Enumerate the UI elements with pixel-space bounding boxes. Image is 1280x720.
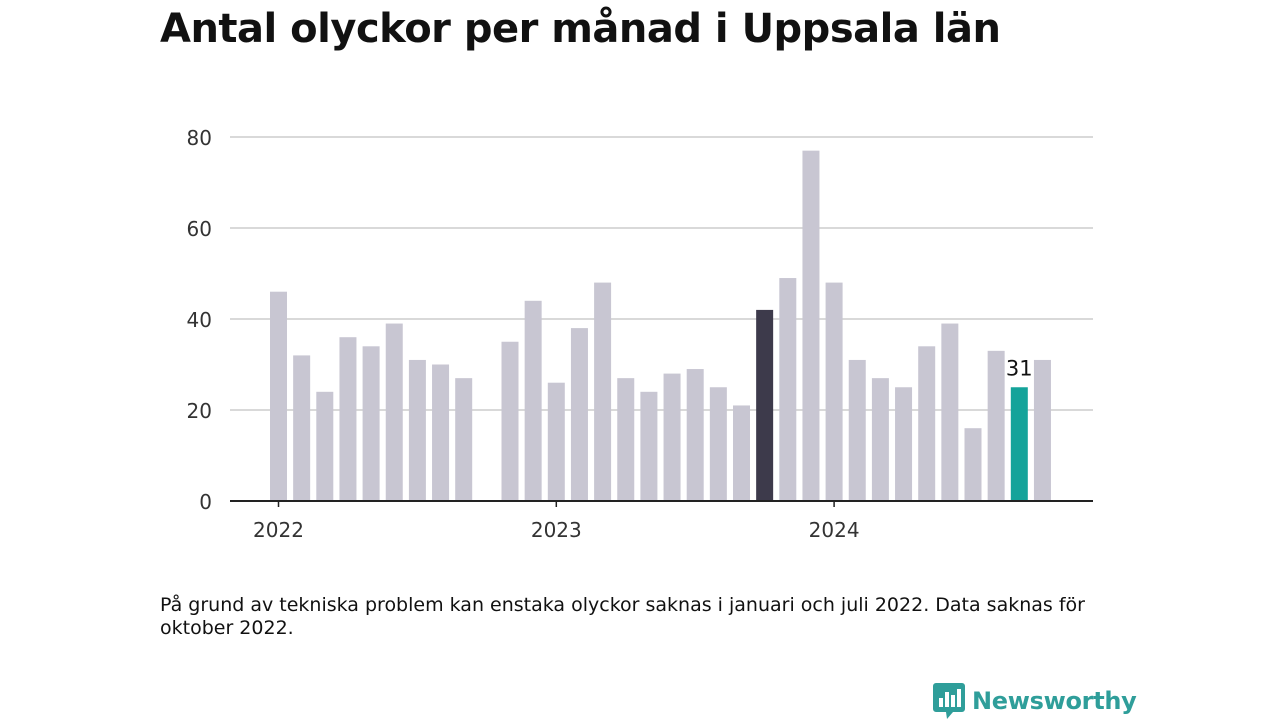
bar bbox=[339, 337, 357, 501]
bar bbox=[1010, 387, 1028, 501]
bar bbox=[709, 387, 727, 501]
footnote: På grund av tekniska problem kan enstaka… bbox=[160, 594, 1085, 639]
bar bbox=[316, 391, 334, 501]
bar bbox=[733, 405, 750, 501]
bar-chart: 0 20 40 60 80 31 2022 2023 2024 bbox=[187, 126, 1093, 542]
bar bbox=[848, 359, 866, 501]
bar bbox=[432, 364, 450, 501]
bar bbox=[987, 350, 1005, 501]
bar bbox=[941, 323, 959, 501]
bar bbox=[570, 328, 588, 501]
bar bbox=[686, 369, 704, 501]
bar bbox=[895, 387, 913, 501]
bar bbox=[1033, 359, 1051, 501]
bar bbox=[871, 378, 889, 501]
x-tick-label: 2023 bbox=[531, 518, 582, 542]
newsworthy-chart-bubble-icon bbox=[933, 683, 965, 719]
x-tick-label: 2022 bbox=[253, 518, 304, 542]
bar bbox=[362, 346, 380, 501]
bar bbox=[385, 323, 403, 501]
y-tick-label: 80 bbox=[187, 126, 212, 150]
y-tick-label: 20 bbox=[187, 399, 212, 423]
bar bbox=[779, 278, 797, 501]
x-tick-label: 2024 bbox=[809, 518, 860, 542]
bar bbox=[270, 291, 287, 501]
y-tick-label: 40 bbox=[187, 308, 212, 332]
bar bbox=[408, 359, 426, 501]
data-label: 31 bbox=[1006, 356, 1033, 380]
brand-name: Newsworthy bbox=[972, 687, 1137, 715]
chart-title: Antal olyckor per månad i Uppsala län bbox=[160, 6, 1001, 52]
bar bbox=[964, 428, 982, 501]
y-tick-label: 0 bbox=[199, 490, 212, 514]
bar bbox=[293, 355, 311, 501]
bar bbox=[756, 309, 774, 501]
y-tick-label: 60 bbox=[187, 217, 212, 241]
bar bbox=[547, 382, 565, 501]
bar bbox=[918, 346, 936, 501]
bar bbox=[640, 391, 658, 501]
bar bbox=[594, 282, 612, 501]
bar bbox=[825, 282, 843, 501]
bar bbox=[617, 378, 635, 501]
bar bbox=[802, 150, 820, 501]
bar bbox=[501, 341, 519, 501]
bar bbox=[524, 300, 542, 501]
bar bbox=[455, 378, 473, 501]
bar bbox=[663, 373, 681, 501]
newsworthy-logo: Newsworthy bbox=[933, 683, 1137, 719]
